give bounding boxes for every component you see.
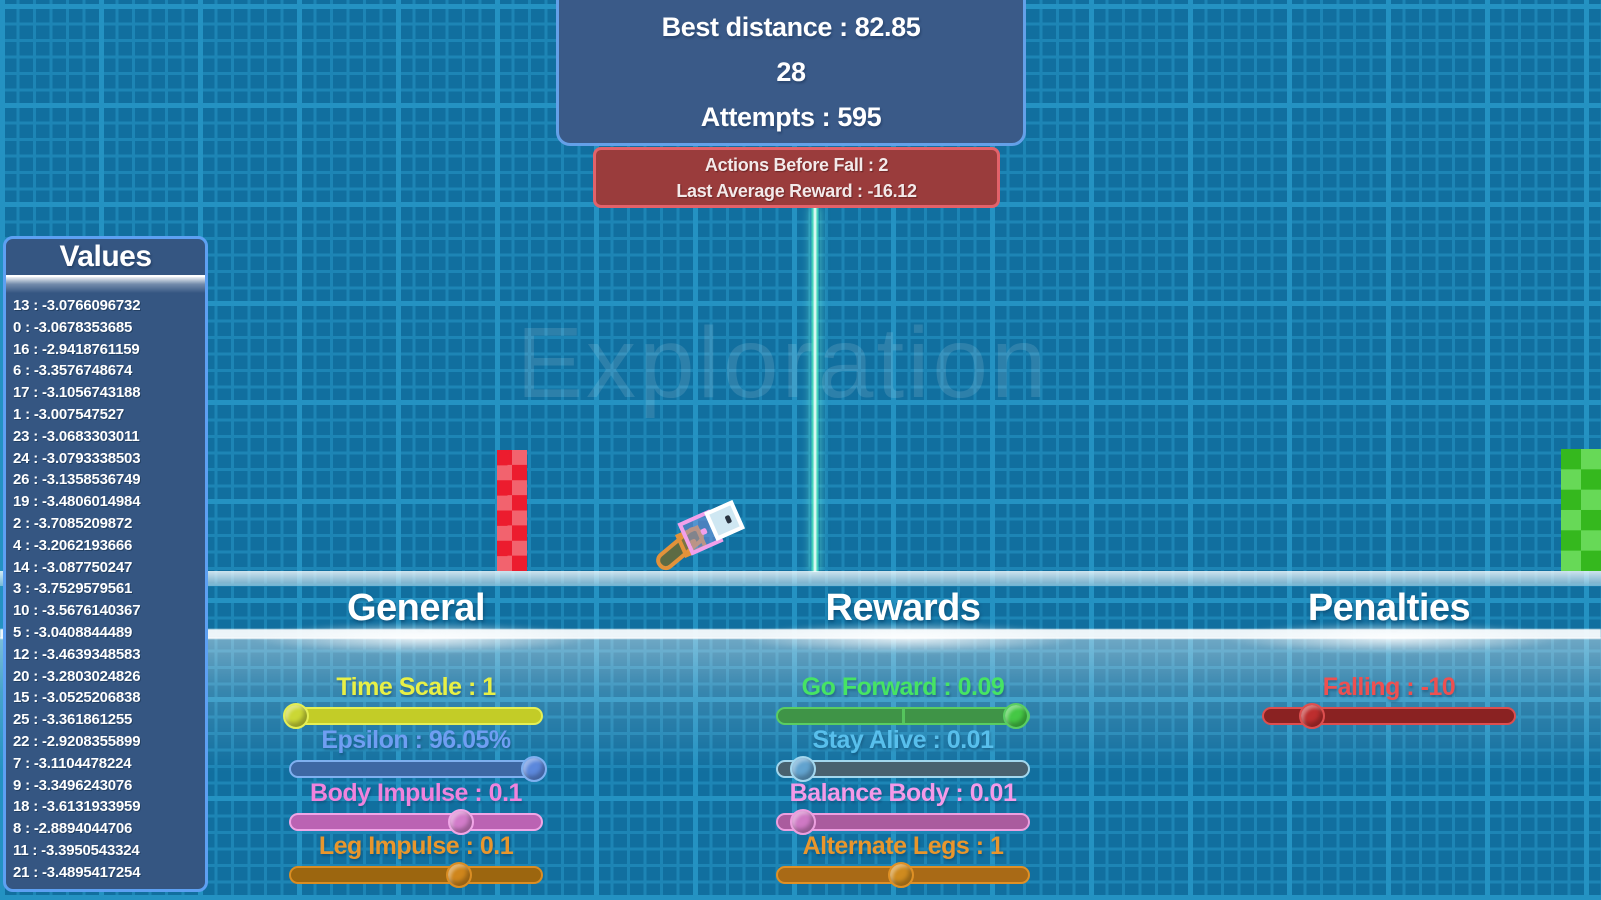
general-header-glow (181, 618, 661, 654)
stay-alive-label: Stay Alive : 0.01 (812, 726, 994, 754)
values-panel: Values 13 : -3.0766096732 0 : -3.06783536… (3, 236, 208, 892)
time-scale-slider[interactable] (283, 703, 543, 729)
value-item: 17 : -3.1056743188 (13, 384, 141, 402)
time-scale-label: Time Scale : 1 (336, 673, 496, 701)
rewards-sliders: Go Forward : 0.09 Stay Alive : 0.01 Balanc… (776, 673, 1030, 888)
walker-body-joint-icon (699, 527, 708, 536)
falling-label: Falling : -10 (1322, 673, 1456, 701)
warning-panel: Actions Before Fall : 2 Last Average Rew… (593, 147, 1000, 208)
section-penalties: Penalties Falling : -10 (1154, 587, 1601, 729)
value-item: 8 : -2.8894044706 (13, 820, 133, 838)
slider-group-body-impulse: Body Impulse : 0.1 (289, 779, 543, 835)
slider-group-falling: Falling : -10 (1262, 673, 1516, 729)
value-item: 4 : -3.2062193666 (13, 536, 133, 554)
value-item: 5 : -3.0408844489 (13, 623, 133, 641)
time-scale-knob[interactable] (283, 703, 309, 729)
value-item: 3 : -3.7529579561 (13, 580, 133, 598)
value-item: 15 : -3.0525206838 (13, 689, 141, 707)
slider-group-time-scale: Time Scale : 1 (283, 673, 543, 729)
slider-group-leg-impulse: Leg Impulse : 0.1 (289, 832, 543, 888)
section-title-penalties: Penalties (1307, 587, 1471, 629)
best-distance-text: Best distance : 82.85 (661, 12, 921, 42)
stay-alive-knob[interactable] (790, 756, 816, 782)
value-item: 20 : -3.2803024826 (13, 667, 141, 685)
value-item: 24 : -3.0793338503 (13, 449, 141, 467)
balance-body-label: Balance Body : 0.01 (789, 779, 1017, 807)
falling-knob[interactable] (1298, 703, 1325, 729)
rewards-header-glow (668, 618, 1148, 654)
last-average-reward-text: Last Average Reward : -16.12 (676, 181, 917, 201)
exploration-watermark: Exploration (516, 307, 1050, 419)
leg-impulse-slider[interactable] (289, 862, 543, 888)
section-title-rewards: Rewards (825, 587, 981, 629)
penalties-header-glow (1154, 618, 1601, 654)
value-item: 23 : -3.0683303011 (13, 427, 140, 445)
general-sliders: Time Scale : 1 Epsilon : 96.05% Body Impul… (283, 673, 547, 888)
value-item: 19 : -3.4806014984 (13, 493, 141, 511)
slider-group-stay-alive: Stay Alive : 0.01 (776, 726, 1030, 782)
slider-mid-tick-icon (902, 709, 905, 723)
value-item: 6 : -3.3576748674 (13, 362, 133, 380)
epsilon-slider[interactable] (289, 756, 547, 782)
spawn-beam (810, 207, 820, 572)
go-forward-knob[interactable] (1002, 703, 1029, 729)
attempts-text: Attempts : 595 (700, 102, 882, 132)
section-general: General Time Scale : 1 Epsilon : 96.05% Bo… (181, 587, 651, 888)
go-forward-slider[interactable] (776, 703, 1030, 729)
slider-group-balance-body: Balance Body : 0.01 (776, 779, 1030, 835)
alternate-legs-knob[interactable] (887, 862, 914, 888)
balance-body-knob[interactable] (790, 809, 816, 835)
green-checkered-pillar (1561, 449, 1601, 571)
red-checkered-pillar (497, 450, 527, 571)
value-item: 16 : -2.9418761159 (13, 340, 140, 358)
value-item: 7 : -3.1104478224 (13, 754, 132, 772)
epsilon-knob[interactable] (520, 756, 547, 782)
value-item: 2 : -3.7085209872 (13, 514, 133, 532)
panel-background-wash (0, 637, 1601, 772)
value-item: 12 : -3.4639348583 (13, 645, 141, 663)
value-item: 11 : -3.3950543324 (13, 841, 140, 859)
balance-body-slider[interactable] (776, 809, 1030, 835)
alternate-legs-slider[interactable] (776, 862, 1030, 888)
leg-impulse-label: Leg Impulse : 0.1 (318, 832, 514, 860)
body-impulse-label: Body Impulse : 0.1 (310, 779, 522, 807)
section-rewards: Rewards Go Forward : 0.09 Stay Alive : 0.… (668, 587, 1138, 888)
value-item: 26 : -3.1358536749 (13, 471, 141, 489)
actions-before-fall-text: Actions Before Fall : 2 (704, 155, 889, 175)
ground-line (0, 571, 1601, 586)
values-panel-fade (6, 277, 205, 293)
value-item: 0 : -3.0678353685 (13, 318, 133, 336)
body-impulse-slider[interactable] (289, 809, 543, 835)
values-panel-separator (6, 275, 205, 277)
value-item: 9 : -3.3496243076 (13, 776, 133, 794)
value-item: 1 : -3.007547527 (13, 405, 125, 423)
alternate-legs-label: Alternate Legs : 1 (802, 832, 1004, 860)
value-item: 18 : -3.6131933959 (13, 798, 141, 816)
value-item: 22 : -2.9208355899 (13, 732, 141, 750)
episode-number-text: 28 (776, 57, 806, 87)
go-forward-label: Go Forward : 0.09 (801, 673, 1005, 701)
value-item: 21 : -3.4895417254 (13, 863, 141, 881)
epsilon-label: Epsilon : 96.05% (321, 726, 511, 754)
value-item: 10 : -3.5676140367 (13, 602, 141, 620)
value-item: 25 : -3.361861255 (13, 711, 133, 729)
values-list: 13 : -3.0766096732 0 : -3.0678353685 16 : … (6, 293, 205, 884)
body-impulse-knob[interactable] (448, 809, 474, 835)
penalties-sliders: Falling : -10 (1262, 673, 1516, 729)
slider-group-alternate-legs: Alternate Legs : 1 (776, 832, 1030, 888)
slider-group-go-forward: Go Forward : 0.09 (776, 673, 1030, 729)
falling-slider[interactable] (1262, 703, 1516, 729)
stats-panel: Best distance : 82.85 28 Attempts : 595 (556, 0, 1026, 146)
value-item: 14 : -3.087750247 (13, 558, 133, 576)
value-item: 13 : -3.0766096732 (13, 297, 141, 314)
stay-alive-slider[interactable] (776, 756, 1030, 782)
section-title-general: General (346, 587, 486, 629)
slider-group-epsilon: Epsilon : 96.05% (289, 726, 547, 782)
leg-impulse-knob[interactable] (445, 862, 472, 888)
values-panel-title: Values (59, 240, 152, 273)
walker-eye-icon (724, 514, 733, 525)
